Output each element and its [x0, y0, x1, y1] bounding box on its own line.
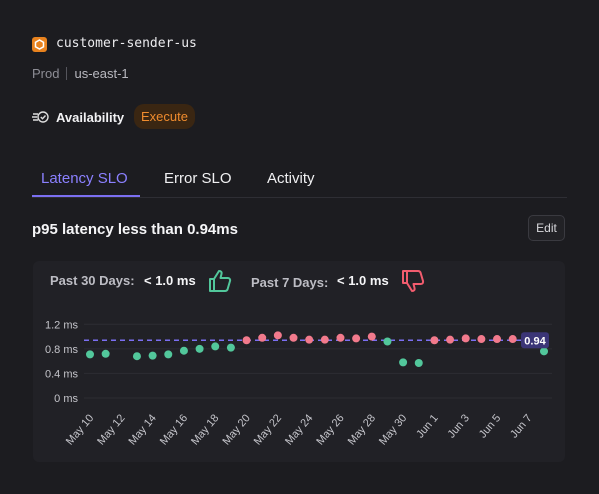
- data-point: [352, 334, 361, 343]
- x-tick-label: May 26: [314, 412, 346, 447]
- data-point: [226, 343, 235, 352]
- data-point: [336, 333, 345, 342]
- x-tick-label: May 10: [64, 412, 96, 447]
- summary-value: < 1.0 ms: [337, 273, 389, 288]
- execute-badge[interactable]: Execute: [134, 104, 195, 129]
- data-point: [446, 335, 455, 344]
- data-point: [132, 352, 141, 361]
- availability-label: Availability: [56, 110, 125, 125]
- x-tick-label: May 18: [189, 412, 221, 447]
- data-point: [493, 335, 502, 344]
- thumbs-up: [209, 270, 232, 292]
- y-tick-label: 0.4 ms: [45, 368, 79, 380]
- y-tick-label: 1.2 ms: [45, 319, 79, 331]
- data-point: [305, 335, 314, 344]
- tab-divider: [32, 197, 567, 198]
- tab[interactable]: Error SLO: [164, 170, 232, 187]
- data-point: [508, 335, 517, 344]
- service-name: customer-sender-us: [56, 36, 197, 51]
- tab-indicator: [32, 195, 140, 197]
- data-point: [195, 344, 204, 353]
- x-tick-label: May 14: [127, 412, 159, 447]
- x-tick-label: May 16: [158, 412, 190, 447]
- data-point: [477, 335, 486, 344]
- data-point: [540, 347, 548, 356]
- thumbs-down: [402, 270, 425, 292]
- slo-title: p95 latency less than 0.94ms: [32, 221, 238, 238]
- x-tick-label: May 28: [346, 412, 378, 447]
- data-point: [414, 358, 423, 367]
- threshold-label-bg: [521, 332, 549, 349]
- chart-card: [33, 261, 565, 462]
- data-point: [148, 351, 157, 360]
- x-tick-label: May 20: [220, 412, 252, 447]
- edit-button[interactable]: Edit: [528, 215, 565, 241]
- x-tick-label: Jun 5: [477, 412, 503, 440]
- data-point: [211, 342, 220, 351]
- data-point: [242, 336, 251, 345]
- environment: Prod us-east-1: [32, 66, 129, 81]
- env-name: Prod: [32, 66, 60, 81]
- data-point: [461, 334, 470, 343]
- data-point: [320, 335, 329, 344]
- x-tick-label: May 24: [283, 412, 315, 447]
- data-point: [430, 336, 439, 345]
- summary-value: < 1.0 ms: [144, 273, 196, 288]
- data-point: [179, 346, 188, 355]
- y-tick-label: 0.8 ms: [45, 344, 79, 356]
- service-icon: [32, 37, 47, 52]
- x-tick-label: Jun 1: [414, 412, 440, 440]
- data-point: [383, 337, 392, 346]
- data-point: [101, 349, 110, 358]
- data-point: [258, 333, 267, 342]
- x-tick-label: Jun 7: [508, 412, 534, 440]
- x-tick-label: May 12: [95, 412, 127, 447]
- region: us-east-1: [74, 66, 129, 81]
- x-tick-label: May 30: [377, 412, 409, 447]
- threshold-label: 0.94: [524, 335, 546, 347]
- data-point: [289, 333, 298, 342]
- summary-label: Past 7 Days:: [251, 275, 329, 290]
- data-point: [367, 332, 376, 341]
- x-tick-label: Jun 3: [446, 412, 472, 440]
- data-point: [399, 358, 408, 367]
- summary-label: Past 30 Days:: [50, 273, 135, 288]
- data-point: [273, 331, 282, 340]
- data-point: [164, 350, 173, 359]
- tab[interactable]: Activity: [267, 170, 315, 187]
- tab[interactable]: Latency SLO: [41, 170, 128, 187]
- x-tick-label: May 22: [252, 412, 284, 447]
- y-tick-label: 0 ms: [54, 393, 78, 405]
- availability-icon: [32, 111, 49, 123]
- data-point: [86, 350, 94, 359]
